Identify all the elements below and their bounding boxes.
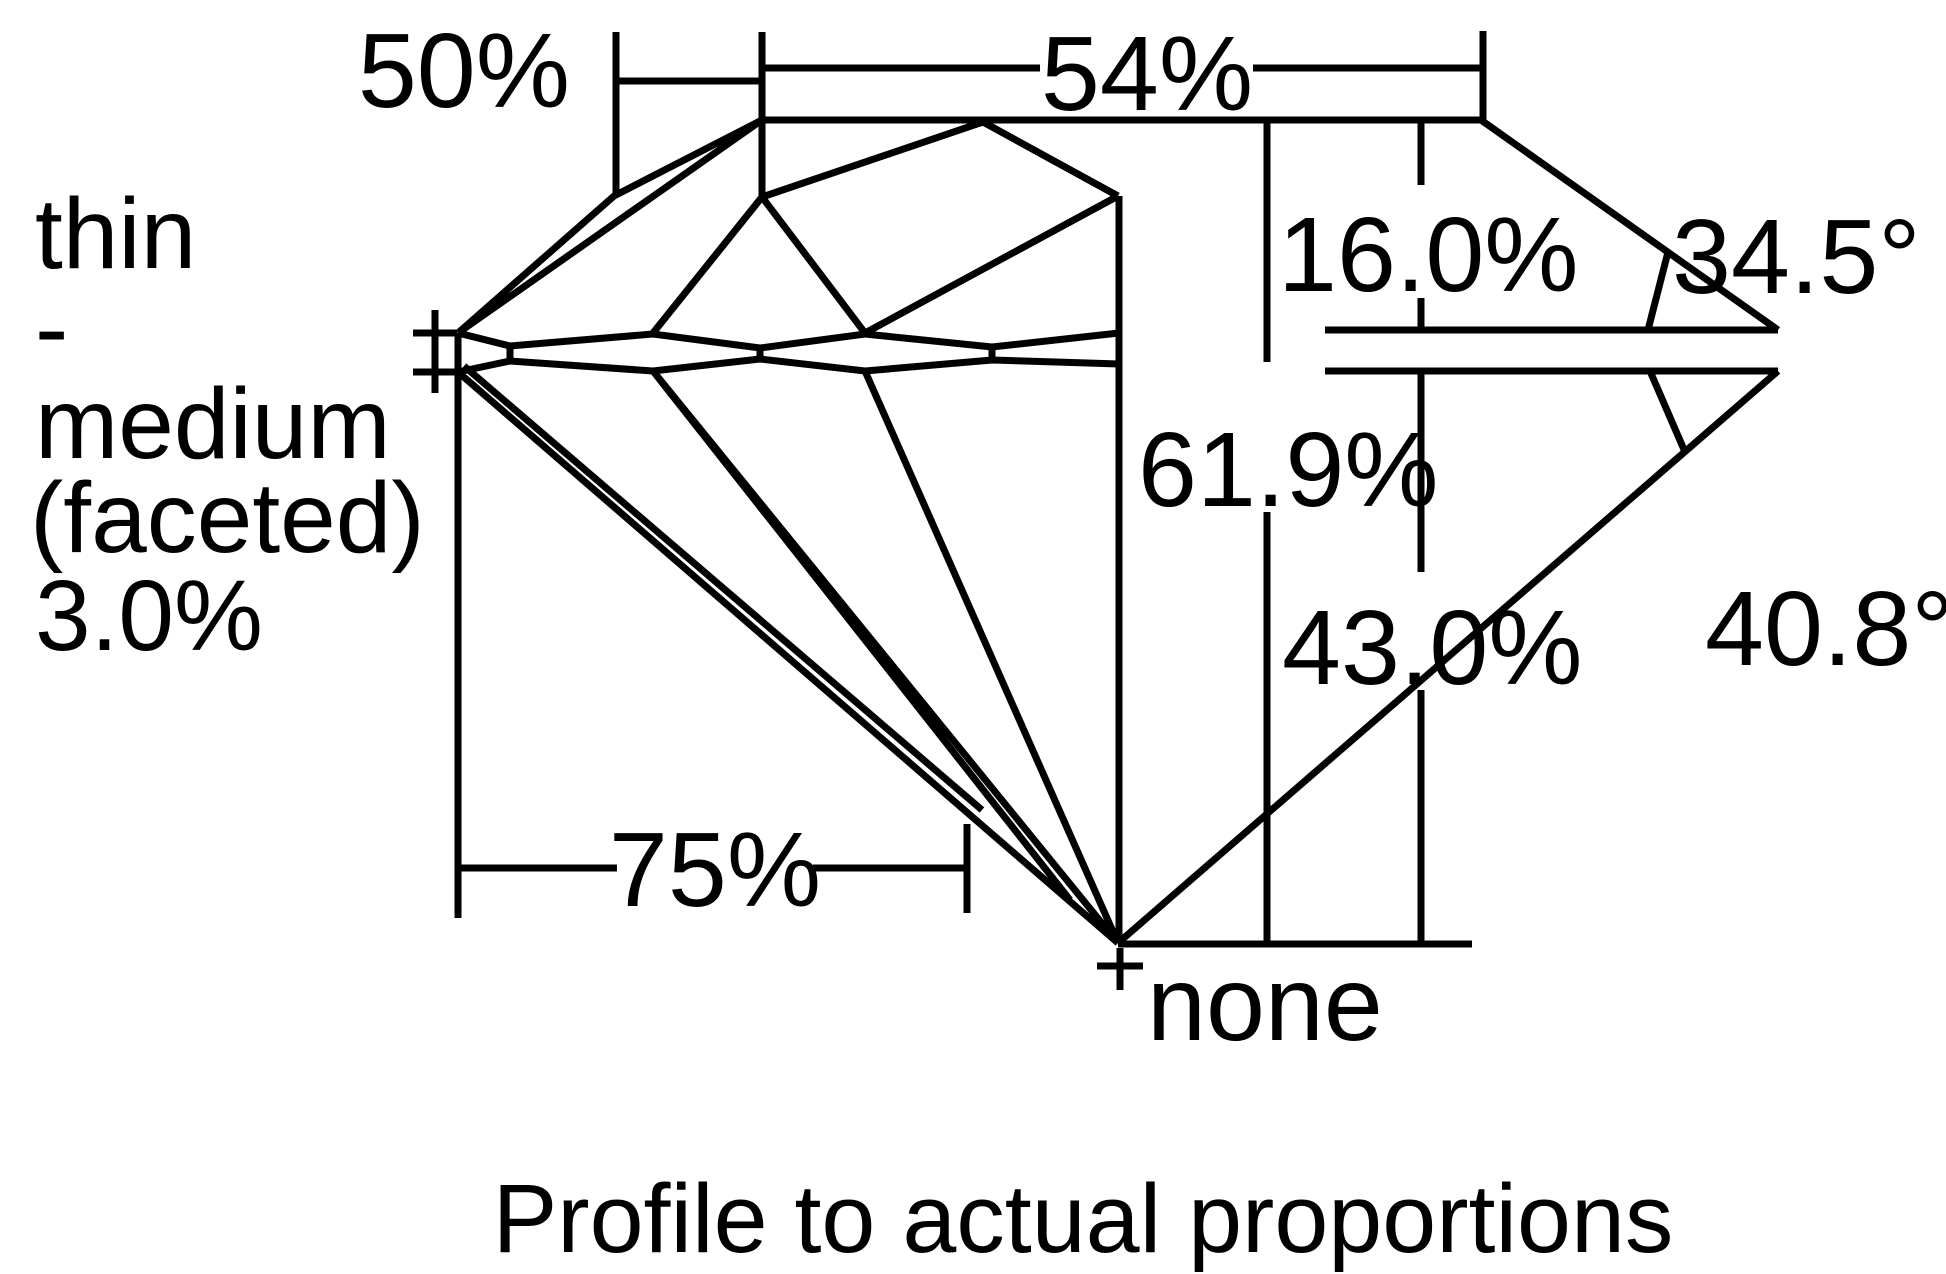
girdle-facet-connectors bbox=[454, 333, 996, 372]
pavilion-facet-lines bbox=[455, 363, 1781, 946]
measurement-labels: 50% 54% 16.0% 34.5° 61.9% 43.0% 40.8° 75… bbox=[358, 12, 1946, 1063]
crown-angle-label: 34.5° bbox=[1672, 198, 1921, 316]
table-width-dimension-lines bbox=[762, 31, 1487, 120]
culet-size-label: none bbox=[1147, 945, 1383, 1063]
table-width-label: 54% bbox=[1041, 15, 1253, 133]
girdle-label-line-5: 3.0% bbox=[35, 560, 263, 672]
crown-height-label: 16.0% bbox=[1278, 196, 1579, 314]
crown-right-star-facet-lines bbox=[863, 118, 1120, 337]
pavilion-angle-label: 40.8° bbox=[1705, 570, 1946, 688]
star-length-dimension-lines bbox=[612, 32, 766, 197]
girdle-label-line-2: - bbox=[35, 272, 68, 384]
crown-facet-fan-lines bbox=[650, 118, 985, 336]
lower-girdle-dimension-lines bbox=[454, 372, 971, 918]
girdle-right-lines bbox=[1325, 326, 1778, 375]
girdle-descriptor-label: thin - medium (faceted) 3.0% bbox=[30, 178, 425, 672]
total-depth-label: 61.9% bbox=[1138, 411, 1439, 529]
girdle-lower-left-line bbox=[457, 355, 1120, 376]
total-depth-dimension-lines bbox=[1115, 121, 1271, 943]
girdle-label-line-4: (faceted) bbox=[30, 462, 425, 574]
girdle-upper-left-line bbox=[457, 329, 1120, 352]
crown-angle-chord bbox=[1644, 251, 1672, 331]
dimension-lines bbox=[413, 31, 1487, 990]
diamond-profile bbox=[454, 116, 1781, 946]
girdle-label-line-1: thin bbox=[35, 178, 196, 290]
pavilion-depth-label: 43.0% bbox=[1282, 589, 1583, 707]
crown-right-silhouette-line bbox=[1478, 117, 1781, 333]
star-length-label: 50% bbox=[358, 12, 570, 130]
girdle-label-line-3: medium bbox=[35, 368, 391, 480]
girdle-thickness-tick-marks bbox=[413, 310, 457, 393]
crown-left-star-facet-lines bbox=[455, 116, 765, 336]
figure-caption: Profile to actual proportions bbox=[493, 1164, 1674, 1273]
lower-girdle-length-label: 75% bbox=[609, 811, 821, 929]
culet-tick-mark bbox=[1097, 948, 1143, 990]
pavilion-angle-chord bbox=[1646, 369, 1689, 454]
